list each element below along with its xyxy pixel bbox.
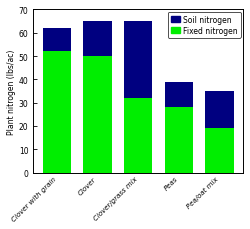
Bar [84, 57, 112, 173]
Bar [84, 22, 112, 57]
Y-axis label: Plant nitrogen (lbs/ac): Plant nitrogen (lbs/ac) [7, 49, 16, 134]
Bar [164, 82, 193, 108]
Bar [124, 98, 152, 173]
Legend: Soil nitrogen, Fixed nitrogen: Soil nitrogen, Fixed nitrogen [168, 13, 241, 39]
Bar [164, 108, 193, 173]
Bar [205, 129, 234, 173]
Bar [205, 92, 234, 129]
Bar [124, 22, 152, 98]
Bar [43, 29, 71, 52]
Bar [43, 52, 71, 173]
